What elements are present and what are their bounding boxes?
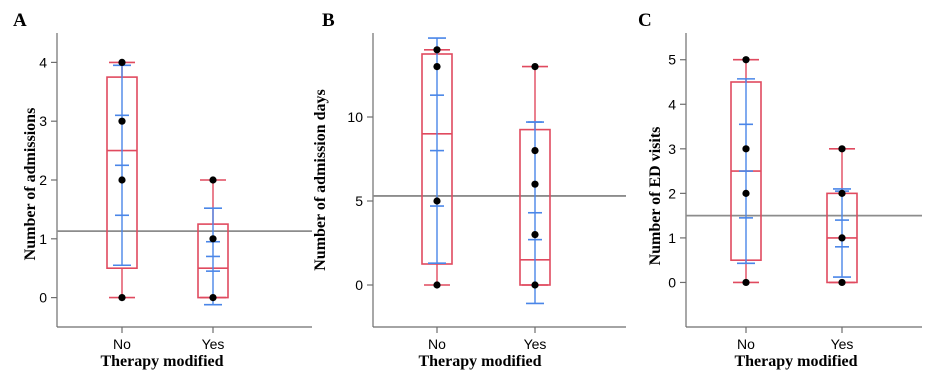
x-tick-label: No [113,336,131,352]
y-axis-title-b: Number of admission days [312,89,329,271]
data-point [433,46,441,54]
x-axis-title-b: Therapy modified [418,353,541,370]
x-axis-title-c: Therapy modified [734,353,857,370]
data-point [118,294,126,302]
panel-a: A Number of admissions Therapy modified … [13,10,312,370]
data-point [742,189,750,197]
y-tick-label: 5 [355,193,363,209]
data-point [118,58,126,66]
data-point [838,189,846,197]
x-tick-label: Yes [524,336,547,352]
y-tick-label: 3 [668,141,676,157]
x-tick-label: Yes [831,336,854,352]
data-point [531,281,539,289]
data-point [742,278,750,287]
panel-c: C Number of ED visits Therapy modified 0… [638,10,922,370]
y-tick-label: 5 [668,52,676,68]
data-point [838,145,846,153]
box-no [730,56,762,287]
y-tick-label: 0 [355,277,363,293]
data-point [209,176,217,184]
y-axis-title-a: Number of admissions [22,108,39,261]
panel-letter-b: B [322,10,335,31]
data-point [433,281,441,289]
y-tick-label: 1 [668,230,676,246]
data-point [118,117,126,125]
data-point [838,234,846,242]
y-tick-label: 1 [39,231,47,247]
data-point [209,235,217,243]
box-yes [519,63,551,305]
y-tick-label: 10 [347,109,363,125]
box-yes [197,176,229,306]
y-tick-label: 4 [668,96,676,112]
data-point [433,197,441,205]
y-tick-label: 0 [668,274,676,290]
box-no [106,58,138,302]
y-axis-title-c: Number of ED visits [647,127,664,266]
box-yes [826,145,858,287]
y-tick-label: 2 [668,185,676,201]
data-point [531,231,539,239]
y-tick-label: 4 [39,54,47,70]
x-tick-label: Yes [202,336,225,352]
data-point [838,278,846,287]
y-tick-label: 3 [39,113,47,129]
box-no [421,37,453,289]
data-point [742,145,750,153]
data-point [531,180,539,188]
panel-letter-c: C [638,10,652,31]
data-point [531,63,539,71]
x-tick-label: No [737,336,755,352]
panel-b: B Number of admission days Therapy modif… [312,10,626,370]
data-point [209,294,217,302]
data-point [742,56,750,64]
panel-letter-a: A [13,10,27,31]
y-tick-label: 2 [39,172,47,188]
data-point [118,176,126,184]
data-point [433,63,441,71]
x-tick-label: No [428,336,446,352]
x-axis-title-a: Therapy modified [100,353,223,370]
data-point [531,147,539,155]
y-tick-label: 0 [39,290,47,306]
